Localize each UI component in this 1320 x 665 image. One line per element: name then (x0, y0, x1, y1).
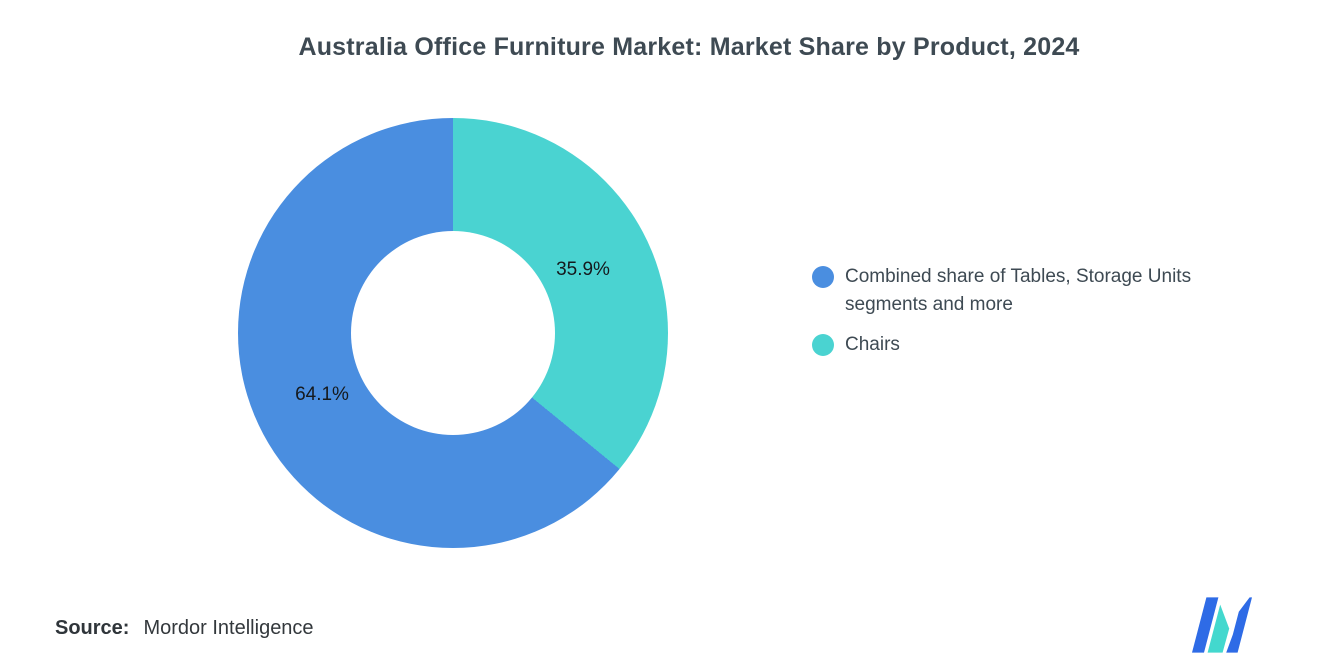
logo-right-stroke (1226, 597, 1252, 653)
legend-item-chairs: Chairs (812, 331, 1260, 359)
legend-dot-teal-icon (812, 334, 834, 356)
slice-label-combined: 64.1% (295, 384, 349, 405)
chart-title: Australia Office Furniture Market: Marke… (298, 33, 1080, 61)
mordor-intelligence-logo (1192, 597, 1252, 653)
source-label: Source: (55, 617, 130, 639)
slice-label-chairs: 35.9% (556, 259, 610, 280)
legend-label-chairs: Chairs (845, 334, 900, 355)
legend-dot-blue-icon (812, 266, 834, 288)
donut-hole (351, 231, 555, 435)
legend: Combined share of Tables, Storage Units … (812, 263, 1260, 359)
logo-middle-stroke (1207, 604, 1230, 653)
source-value: Mordor Intelligence (143, 617, 314, 639)
source-row: Source: Mordor Intelligence (55, 617, 314, 640)
legend-label-combined: Combined share of Tables, Storage Units … (845, 266, 1192, 315)
donut-chart: 35.9% 64.1% (238, 118, 668, 548)
logo-left-stroke (1192, 597, 1219, 653)
legend-item-combined: Combined share of Tables, Storage Units … (812, 263, 1260, 319)
